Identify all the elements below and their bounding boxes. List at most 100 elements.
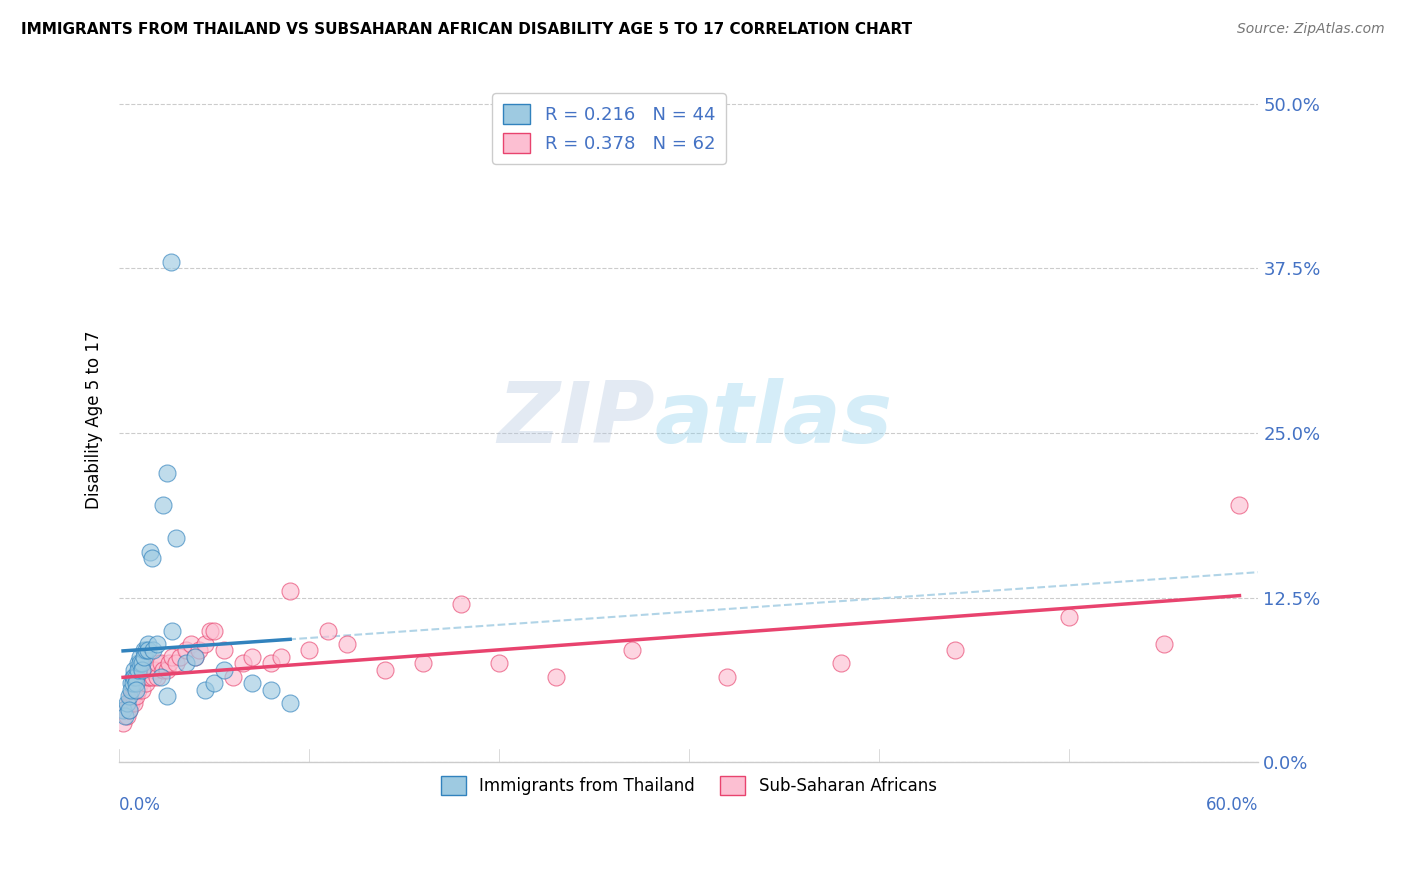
Point — [336, 637, 359, 651]
Point — [135, 676, 157, 690]
Point — [118, 702, 141, 716]
Point — [115, 696, 138, 710]
Text: ZIP: ZIP — [498, 378, 655, 461]
Point — [129, 676, 152, 690]
Text: Source: ZipAtlas.com: Source: ZipAtlas.com — [1237, 22, 1385, 37]
Point — [202, 676, 225, 690]
Point — [135, 643, 157, 657]
Point — [132, 649, 155, 664]
Point — [165, 532, 187, 546]
Point — [212, 643, 235, 657]
Point — [127, 657, 149, 671]
Point — [200, 624, 222, 638]
Point — [112, 702, 135, 716]
Point — [118, 690, 141, 704]
Point — [316, 624, 339, 638]
Point — [131, 663, 153, 677]
Point — [146, 637, 169, 651]
Point — [146, 657, 169, 671]
Point — [125, 682, 148, 697]
Point — [124, 663, 146, 677]
Point — [118, 696, 141, 710]
Point — [120, 696, 142, 710]
Point — [202, 624, 225, 638]
Point — [157, 657, 180, 671]
Point — [156, 663, 179, 677]
Point — [150, 657, 173, 671]
Point — [120, 690, 142, 704]
Point — [152, 663, 174, 677]
Point — [120, 676, 142, 690]
Point — [127, 663, 149, 677]
Point — [136, 643, 159, 657]
Point — [1153, 637, 1175, 651]
Point — [162, 649, 184, 664]
Point — [141, 663, 163, 677]
Point — [1229, 499, 1251, 513]
Point — [115, 709, 138, 723]
Point — [118, 702, 141, 716]
Point — [138, 544, 160, 558]
Point — [142, 643, 165, 657]
Point — [544, 670, 567, 684]
Point — [142, 670, 165, 684]
Point — [125, 676, 148, 690]
Text: 60.0%: 60.0% — [1206, 797, 1258, 814]
Point — [260, 657, 283, 671]
Point — [150, 670, 173, 684]
Point — [298, 643, 321, 657]
Point — [180, 637, 202, 651]
Point — [136, 663, 159, 677]
Point — [156, 690, 179, 704]
Point — [1057, 610, 1080, 624]
Point — [943, 643, 966, 657]
Point — [184, 649, 207, 664]
Point — [278, 584, 301, 599]
Point — [132, 643, 155, 657]
Point — [127, 676, 149, 690]
Point — [156, 466, 179, 480]
Point — [620, 643, 643, 657]
Point — [222, 670, 245, 684]
Legend: Immigrants from Thailand, Sub-Saharan Africans: Immigrants from Thailand, Sub-Saharan Af… — [434, 770, 943, 802]
Point — [169, 649, 191, 664]
Text: atlas: atlas — [655, 378, 893, 461]
Point — [131, 657, 153, 671]
Point — [174, 643, 197, 657]
Point — [716, 670, 738, 684]
Point — [188, 643, 211, 657]
Point — [136, 637, 159, 651]
Point — [125, 690, 148, 704]
Point — [165, 657, 187, 671]
Point — [124, 682, 146, 697]
Point — [129, 649, 152, 664]
Point — [127, 682, 149, 697]
Text: IMMIGRANTS FROM THAILAND VS SUBSAHARAN AFRICAN DISABILITY AGE 5 TO 17 CORRELATIO: IMMIGRANTS FROM THAILAND VS SUBSAHARAN A… — [21, 22, 912, 37]
Point — [125, 682, 148, 697]
Point — [488, 657, 510, 671]
Point — [124, 670, 146, 684]
Point — [412, 657, 434, 671]
Point — [162, 624, 184, 638]
Point — [212, 663, 235, 677]
Point — [152, 499, 174, 513]
Point — [374, 663, 396, 677]
Point — [131, 682, 153, 697]
Point — [114, 709, 136, 723]
Point — [146, 670, 169, 684]
Point — [121, 690, 143, 704]
Point — [143, 663, 166, 677]
Point — [121, 670, 143, 684]
Point — [184, 649, 207, 664]
Point — [132, 670, 155, 684]
Point — [159, 255, 181, 269]
Point — [129, 657, 152, 671]
Point — [194, 637, 217, 651]
Point — [138, 670, 160, 684]
Point — [121, 676, 143, 690]
Y-axis label: Disability Age 5 to 17: Disability Age 5 to 17 — [86, 331, 103, 509]
Point — [260, 682, 283, 697]
Text: 0.0%: 0.0% — [120, 797, 162, 814]
Point — [112, 715, 135, 730]
Point — [270, 649, 292, 664]
